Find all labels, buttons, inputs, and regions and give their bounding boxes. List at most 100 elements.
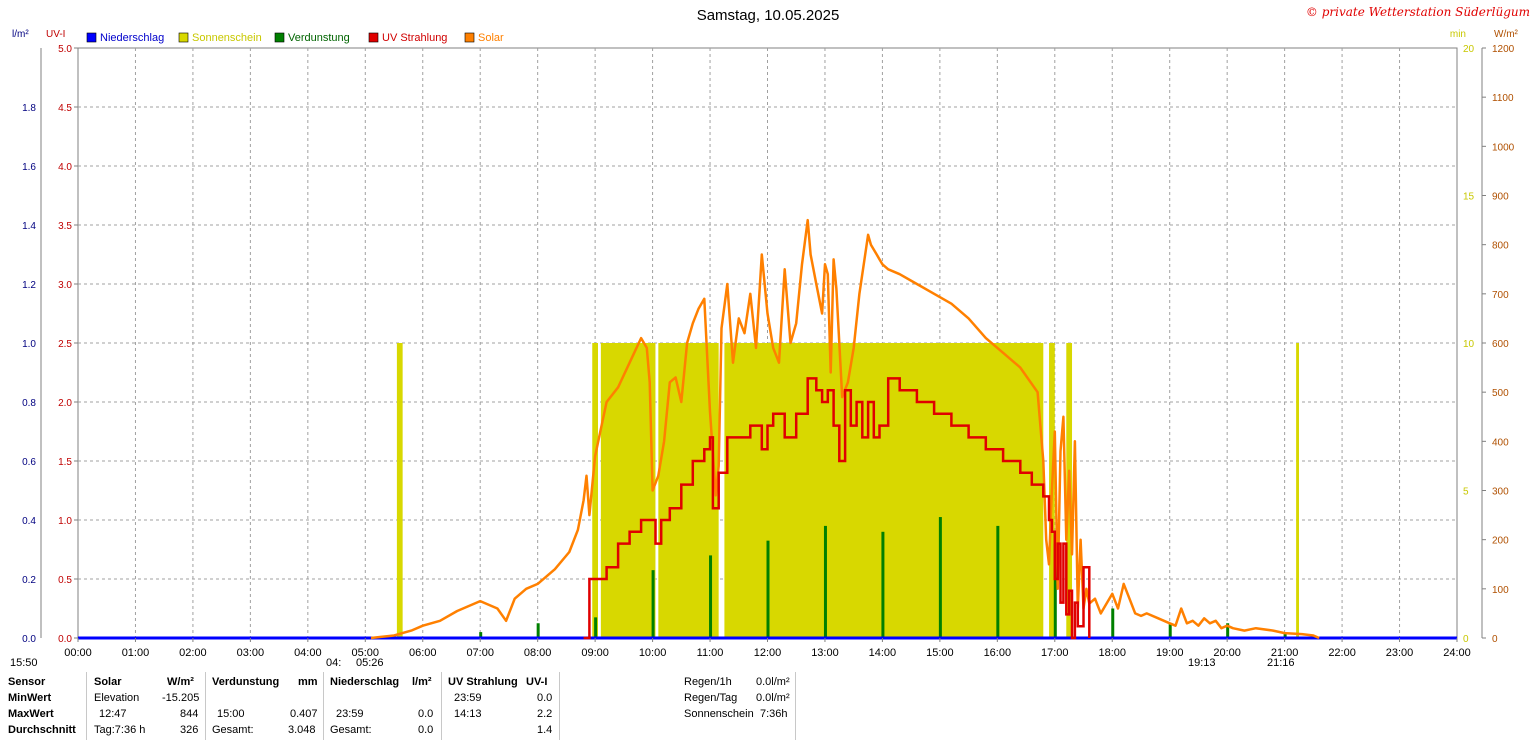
copyright-text: © private Wetterstation Süderlügum [1306,5,1530,19]
x-axis-tick-label: 21:00 [1271,647,1299,659]
solar-max-time: 12:47 [99,708,127,720]
solar-min-time: Elevation [94,692,140,704]
sunshine-bar [600,343,656,638]
evaporation-bar [1168,623,1172,638]
rain-axis-tick-label: 0.4 [22,516,36,527]
evap-avg-time: Gesamt: [212,724,254,736]
evaporation-bar [651,570,655,638]
rain-header: Niederschlag [330,676,400,688]
evap-max-value: 0.407 [290,708,318,720]
solar-axis-tick-label: 400 [1492,437,1509,448]
evaporation-bar [766,540,770,638]
stats-label-sensor: Sensor [8,676,46,688]
uv-axis-tick-label: 1.0 [58,516,72,527]
rain-axis-tick-label: 0.8 [22,398,36,409]
right-unit-min: min [1450,29,1466,40]
evap-header: Verdunstung [212,676,280,688]
x-axis-tick-label: 04:00 [294,647,322,659]
solar-header: Solar [94,676,122,688]
uv-max-time: 14:13 [454,708,482,720]
uv-header: UV Strahlung [448,676,518,688]
legend-swatch [274,32,285,43]
chart-legend: Niederschlag Sonnenschein Verdunstung UV St… [86,32,504,44]
sunshine-axis-tick-label: 5 [1463,487,1469,498]
uv-min-time: 23:59 [454,692,482,704]
solar-min-value: -15.205 [162,692,200,704]
x-axis-tick-label: 24:00 [1443,647,1471,659]
solar-axis-tick-label: 1100 [1492,93,1514,104]
solar-max-value: 844 [180,708,199,720]
solar-axis-tick-label: 100 [1492,585,1509,596]
stats-label-max: MaxWert [8,708,54,720]
summary-sunshine-label: Sonnenschein [684,708,754,720]
legend-swatch [178,32,189,43]
evap-max-time: 15:00 [217,708,245,720]
uv-axis-tick-label: 3.0 [58,280,72,291]
solar-avg-value: 326 [180,724,199,736]
uv-axis-tick-label: 2.0 [58,398,72,409]
legend-label: Verdunstung [288,32,350,44]
rain-max-value: 0.0 [418,708,434,720]
uv-axis-tick-label: 1.5 [58,457,72,468]
solar-axis-tick-label: 1000 [1492,142,1515,153]
solar-axis-tick-label: 0 [1492,634,1498,645]
rain-axis-tick-label: 0.6 [22,457,36,468]
left-unit-rain: l/m² [12,29,29,40]
evaporation-bars [479,517,1287,638]
sun-marker-2: 05:26 [356,657,384,669]
solar-axis-tick-label: 200 [1492,536,1509,547]
uv-axis-tick-label: 0.0 [58,634,72,645]
rain-unit: l/m² [412,676,432,688]
x-axis-tick-label: 14:00 [869,647,897,659]
evaporation-bar [823,525,827,638]
evaporation-bar [536,623,540,638]
sunshine-axis-tick-label: 15 [1463,192,1475,203]
x-axis-tick-label: 07:00 [466,647,494,659]
evaporation-bar [938,517,942,638]
x-axis-tick-label: 09:00 [581,647,609,659]
sunshine-axis-tick-label: 10 [1463,339,1475,350]
solar-axis-tick-label: 1200 [1492,44,1515,55]
sunshine-axis-tick-label: 20 [1463,44,1475,55]
rain-axis-tick-label: 1.2 [22,280,36,291]
x-axis-tick-label: 23:00 [1386,647,1414,659]
legend-swatch [368,32,379,43]
summary-rain-1h-value: 0.0l/m² [756,676,790,688]
x-axis-tick-label: 18:00 [1098,647,1126,659]
legend-label: Solar [478,32,504,44]
solar-axis-tick-label: 600 [1492,339,1509,350]
evaporation-bar [996,525,1000,638]
solar-axis-tick-label: 300 [1492,487,1509,498]
evap-avg-value: 3.048 [288,724,316,736]
solar-axis-tick-label: 500 [1492,388,1509,399]
x-axis-tick-label: 16:00 [984,647,1012,659]
sunshine-bar [592,343,598,638]
evaporation-bar [1111,608,1115,638]
sunset-marker-1: 19:13 [1188,657,1216,669]
axis-ticks: 0.0 0.2 0.4 0.6 0.8 1.0 1.2 1.4 1.6 1.8 0.0 0.5 1.0 1… [22,44,1515,659]
sunshine-axis-tick-label: 0 [1463,634,1469,645]
evap-unit: mm [298,676,318,688]
uv-axis-tick-label: 2.5 [58,339,72,350]
sunset-marker-2: 21:16 [1267,657,1295,669]
rain-avg-time: Gesamt: [330,724,372,736]
x-axis-tick-label: 06:00 [409,647,437,659]
sun-marker-1: 04: [326,657,342,669]
rain-axis-tick-label: 1.4 [22,221,36,232]
x-axis-tick-label: 01:00 [122,647,150,659]
rain-axis-tick-label: 1.6 [22,162,36,173]
left-unit-uv: UV-I [46,29,65,40]
rain-axis-tick-label: 0.2 [22,575,36,586]
x-axis-tick-label: 05:00 [352,647,380,659]
solar-axis-tick-label: 800 [1492,241,1509,252]
evaporation-bar [709,555,713,638]
x-axis-tick-label: 00:00 [64,647,92,659]
summary-rain-day-value: 0.0l/m² [756,692,790,704]
solar-line [370,218,1320,640]
legend-swatch [464,32,475,43]
rain-max-time: 23:59 [336,708,364,720]
evaporation-bar [479,632,483,638]
chart-title: Samstag, 10.05.2025 [697,7,840,24]
rain-axis-tick-label: 1.0 [22,339,36,350]
solar-unit: W/m² [167,676,194,688]
